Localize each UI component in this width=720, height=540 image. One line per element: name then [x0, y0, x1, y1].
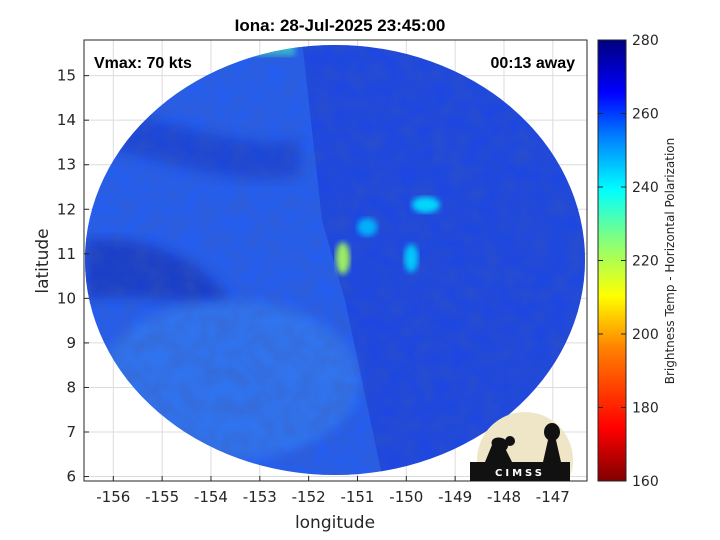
y-tick-label: 13 [57, 156, 76, 174]
x-tick-label: -155 [145, 488, 179, 506]
feature-blob [404, 244, 419, 273]
logo-tank-icon [544, 423, 560, 441]
logo-ground [470, 462, 570, 481]
chart-title: Iona: 28-Jul-2025 23:45:00 [235, 16, 446, 35]
colorbar-tick-label: 180 [632, 401, 659, 417]
logo-tower-icon [543, 440, 561, 462]
x-tick-label: -147 [536, 488, 570, 506]
vmax-annotation: Vmax: 70 kts [94, 55, 192, 72]
y-tick-label: 9 [66, 334, 76, 352]
x-tick-label: -152 [292, 488, 326, 506]
logo-dish-icon [485, 437, 512, 462]
logo-text: CIMSS [495, 468, 545, 479]
colorbar-tick-label: 160 [632, 474, 659, 490]
y-ticks: 6 7 8 9 10 11 12 13 14 15 [57, 67, 89, 486]
x-tick-label: -150 [389, 488, 423, 506]
colorbar-tick-label: 220 [632, 254, 659, 270]
y-tick-label: 12 [57, 200, 76, 218]
x-tick-label: -156 [96, 488, 130, 506]
x-axis-label: longitude [295, 513, 375, 533]
feature-blob [335, 242, 350, 275]
x-tick-label: -151 [340, 488, 374, 506]
colorbar-ticks: 160 180 200 220 240 260 280 [598, 33, 659, 490]
x-tick-label: -149 [438, 488, 472, 506]
feature-blob [411, 196, 440, 213]
x-tick-label: -153 [243, 488, 277, 506]
colorbar-tick-label: 200 [632, 327, 659, 343]
axes-box [83, 39, 588, 482]
swath [85, 45, 585, 475]
y-tick-label: 8 [66, 378, 76, 396]
colorbar-tick-label: 280 [632, 33, 659, 49]
time-offset-annotation: 00:13 away [490, 55, 575, 72]
colorbar-tick-label: 260 [632, 107, 659, 123]
y-tick-label: 11 [57, 245, 76, 263]
x-ticks: -156 -155 -154 -153 -152 -151 -150 -149 -148 -147 [96, 476, 570, 506]
feature-blob [357, 218, 378, 237]
cimss-logo: CIMSS [470, 412, 573, 481]
y-tick-label: 7 [66, 423, 76, 441]
x-tick-label: -154 [194, 488, 228, 506]
colorbar-tick-label: 240 [632, 180, 659, 196]
y-tick-label: 15 [57, 67, 76, 85]
colorbar-label: Brightness Temp - Horizontal Polarizatio… [663, 138, 677, 385]
y-tick-label: 14 [57, 111, 76, 129]
y-tick-label: 6 [66, 468, 76, 486]
logo-dish-head-icon [505, 436, 515, 446]
y-axis-label: latitude [33, 228, 53, 293]
texture [85, 45, 585, 475]
y-tick-label: 10 [57, 289, 76, 307]
x-tick-label: -148 [487, 488, 521, 506]
